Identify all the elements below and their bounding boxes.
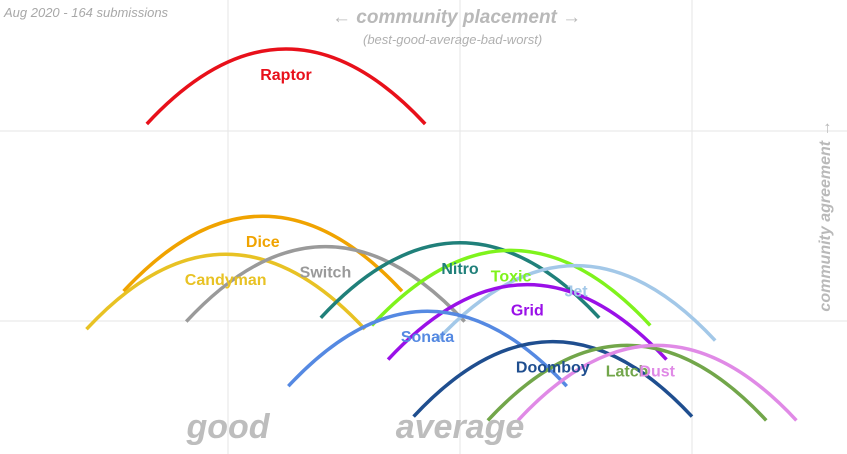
series-curve-dust: [516, 343, 798, 422]
series-label-nitro: Nitro: [441, 261, 479, 278]
series-label-jet: Jet: [564, 284, 588, 301]
x-band-label-good: good: [186, 408, 270, 446]
series-label-toxic: Toxic: [491, 268, 532, 285]
series-label-latch: Latch: [606, 363, 649, 380]
series-curve-switch: [184, 244, 466, 323]
series-curve-raptor: [145, 47, 427, 126]
series-curve-candyman: [85, 252, 367, 331]
series-curve-grid: [386, 282, 668, 361]
x-band-label-average: average: [395, 408, 525, 446]
series-label-dice: Dice: [246, 234, 280, 251]
y-axis-title: community agreement →: [817, 120, 834, 312]
series-label-dust: Dust: [639, 363, 675, 380]
chart-subtitle: Aug 2020 - 164 submissions: [4, 5, 169, 20]
series-curve-jet: [435, 263, 717, 342]
series-label-switch: Switch: [300, 265, 352, 282]
series-curve-toxic: [370, 248, 652, 327]
series-curve-sonata: [287, 309, 569, 388]
series-curve-latch: [486, 343, 768, 422]
x-axis-title: ← community placement →: [332, 7, 582, 28]
series-curve-nitro: [319, 241, 601, 319]
series-label-doomboy: Doomboy: [516, 360, 590, 377]
series-curve-dice: [122, 214, 404, 293]
series-curve-doomboy: [412, 339, 694, 418]
series-label-grid: Grid: [511, 303, 544, 320]
series-label-candyman: Candyman: [185, 272, 267, 289]
series-label-sonata: Sonata: [401, 329, 454, 346]
x-axis-subtitle: (best-good-average-bad-worst): [363, 32, 543, 47]
series-label-raptor: Raptor: [260, 67, 312, 84]
